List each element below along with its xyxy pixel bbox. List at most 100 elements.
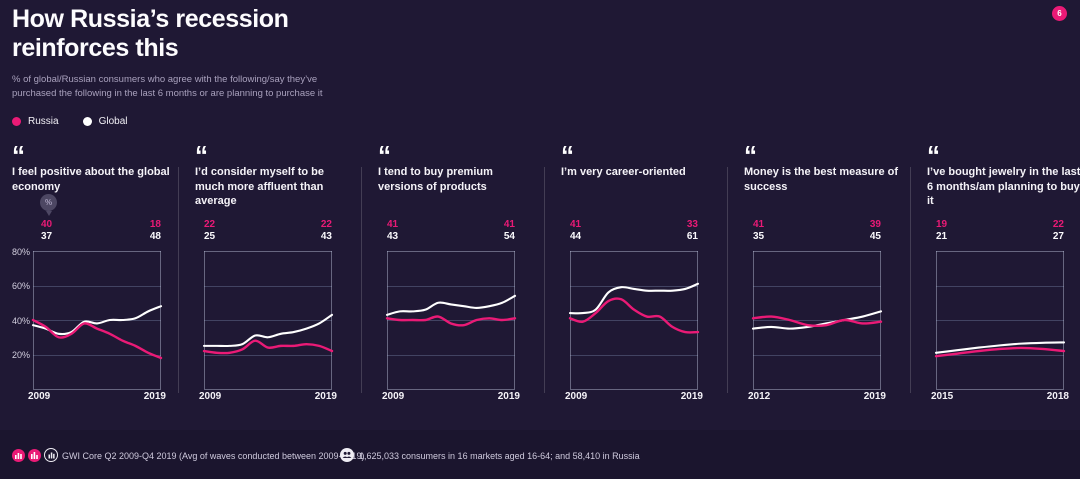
page-subtitle: % of global/Russian consumers who agree … xyxy=(12,73,323,101)
global-values-row: 25 43 xyxy=(204,231,332,243)
line-chart xyxy=(202,251,334,390)
line-chart xyxy=(934,251,1066,390)
global-end-value: 45 xyxy=(869,231,881,242)
panel-chart-1: “ I feel positive about the global econo… xyxy=(12,142,180,418)
x-axis-start-label: 2009 xyxy=(199,391,222,402)
page-title-line-2: reinforces this xyxy=(12,34,179,62)
y-axis-tick: 20% xyxy=(12,350,31,360)
chart-title: I’ve bought jewelry in the last 6 months… xyxy=(927,166,1080,207)
series-line-russia xyxy=(751,315,883,328)
global-start-value: 25 xyxy=(204,231,216,242)
quote-icon: “ xyxy=(12,142,24,158)
x-axis-labels: 2009 2019 xyxy=(28,391,166,402)
x-axis-start-label: 2012 xyxy=(748,391,771,402)
series-line-global xyxy=(31,305,163,336)
source-note: GWI Core Q2 2009-Q4 2019 (Avg of waves c… xyxy=(62,451,365,461)
legend-item-global: Global xyxy=(82,116,127,127)
russia-start-value: 41 xyxy=(753,219,765,230)
x-axis-start-label: 2009 xyxy=(28,391,51,402)
legend-item-russia: Russia xyxy=(12,116,59,127)
audience-note: 1,625,033 consumers in 16 markets aged 1… xyxy=(359,451,640,461)
percent-balloon-icon: % xyxy=(40,194,57,216)
global-dot-icon xyxy=(82,117,92,126)
x-axis-end-label: 2019 xyxy=(863,391,886,402)
x-axis-labels: 2009 2019 xyxy=(382,391,520,402)
chart-title: I feel positive about the global economy xyxy=(12,166,170,193)
global-values-row: 37 48 xyxy=(41,231,161,243)
series-line-russia xyxy=(934,346,1066,358)
legend-label-russia: Russia xyxy=(28,116,59,127)
x-axis-labels: 2012 2019 xyxy=(748,391,886,402)
global-values-row: 21 27 xyxy=(936,231,1064,243)
global-start-value: 21 xyxy=(936,231,948,242)
x-axis-labels: 2009 2019 xyxy=(565,391,703,402)
series-line-global xyxy=(202,313,334,348)
x-axis-end-label: 2019 xyxy=(497,391,520,402)
global-end-value: 61 xyxy=(686,231,698,242)
global-end-value: 27 xyxy=(1052,231,1064,242)
russia-start-value: 41 xyxy=(570,219,582,230)
x-axis-start-label: 2009 xyxy=(565,391,588,402)
y-axis-tick: 60% xyxy=(12,281,31,291)
x-axis-end-label: 2019 xyxy=(680,391,703,402)
russia-values-row: 41 39 xyxy=(753,219,881,231)
global-start-value: 44 xyxy=(570,231,582,242)
page-title: How Russia’s recession reinforces this xyxy=(12,5,289,63)
global-start-value: 43 xyxy=(387,231,399,242)
x-axis-end-label: 2019 xyxy=(143,391,166,402)
global-end-value: 43 xyxy=(320,231,332,242)
panel-divider xyxy=(727,167,728,393)
line-chart xyxy=(751,251,883,390)
page-subtitle-line-2: purchased the following in the last 6 mo… xyxy=(12,88,323,99)
panel-chart-5: “ Money is the best measure of success 4… xyxy=(744,142,912,418)
russia-values-row: 41 33 xyxy=(570,219,698,231)
bar-chart-icon xyxy=(12,449,25,462)
chart-title: I’m very career-oriented xyxy=(561,166,686,178)
quote-icon: “ xyxy=(744,142,756,158)
global-values-row: 35 45 xyxy=(753,231,881,243)
panel-chart-6: “ I’ve bought jewelry in the last 6 mont… xyxy=(927,142,1080,418)
line-chart xyxy=(568,251,700,390)
percent-balloon-label: % xyxy=(44,198,53,207)
series-line-global xyxy=(934,341,1066,354)
russia-end-value: 33 xyxy=(686,219,698,230)
quote-icon: “ xyxy=(561,142,573,158)
panel-chart-2: “ I’d consider myself to be much more af… xyxy=(195,142,363,418)
x-axis-start-label: 2015 xyxy=(931,391,954,402)
russia-values-row: 41 41 xyxy=(387,219,515,231)
russia-start-value: 22 xyxy=(204,219,216,230)
chart-legend: Russia Global xyxy=(12,116,127,127)
bar-chart-icon xyxy=(28,449,41,462)
y-axis-tick: 40% xyxy=(12,316,31,326)
russia-end-value: 41 xyxy=(503,219,515,230)
russia-values-row: 19 22 xyxy=(936,219,1064,231)
panel-chart-4: “ I’m very career-oriented 41 33 44 61 2… xyxy=(561,142,729,418)
quote-icon: “ xyxy=(927,142,939,158)
y-axis-tick: 80% xyxy=(12,247,31,257)
quote-icon: “ xyxy=(378,142,390,158)
global-end-value: 54 xyxy=(503,231,515,242)
russia-start-value: 19 xyxy=(936,219,948,230)
x-axis-end-label: 2018 xyxy=(1046,391,1069,402)
line-chart xyxy=(385,251,517,390)
russia-end-value: 22 xyxy=(1052,219,1064,230)
global-start-value: 37 xyxy=(41,231,53,242)
panel-divider xyxy=(361,167,362,393)
global-values-row: 44 61 xyxy=(570,231,698,243)
panel-divider xyxy=(544,167,545,393)
series-line-russia xyxy=(385,315,517,327)
russia-end-value: 22 xyxy=(320,219,332,230)
russia-start-value: 41 xyxy=(387,219,399,230)
page-subtitle-line-1: % of global/Russian consumers who agree … xyxy=(12,74,318,85)
series-line-global xyxy=(385,294,517,316)
series-line-global xyxy=(568,282,700,315)
russia-start-value: 40 xyxy=(41,219,53,230)
chart-title: I tend to buy premium versions of produc… xyxy=(378,166,493,193)
russia-end-value: 18 xyxy=(149,219,161,230)
series-line-russia xyxy=(202,339,334,355)
global-start-value: 35 xyxy=(753,231,765,242)
series-line-russia xyxy=(568,297,700,334)
x-axis-labels: 2009 2019 xyxy=(199,391,337,402)
gwi-logo-icon xyxy=(44,448,58,462)
